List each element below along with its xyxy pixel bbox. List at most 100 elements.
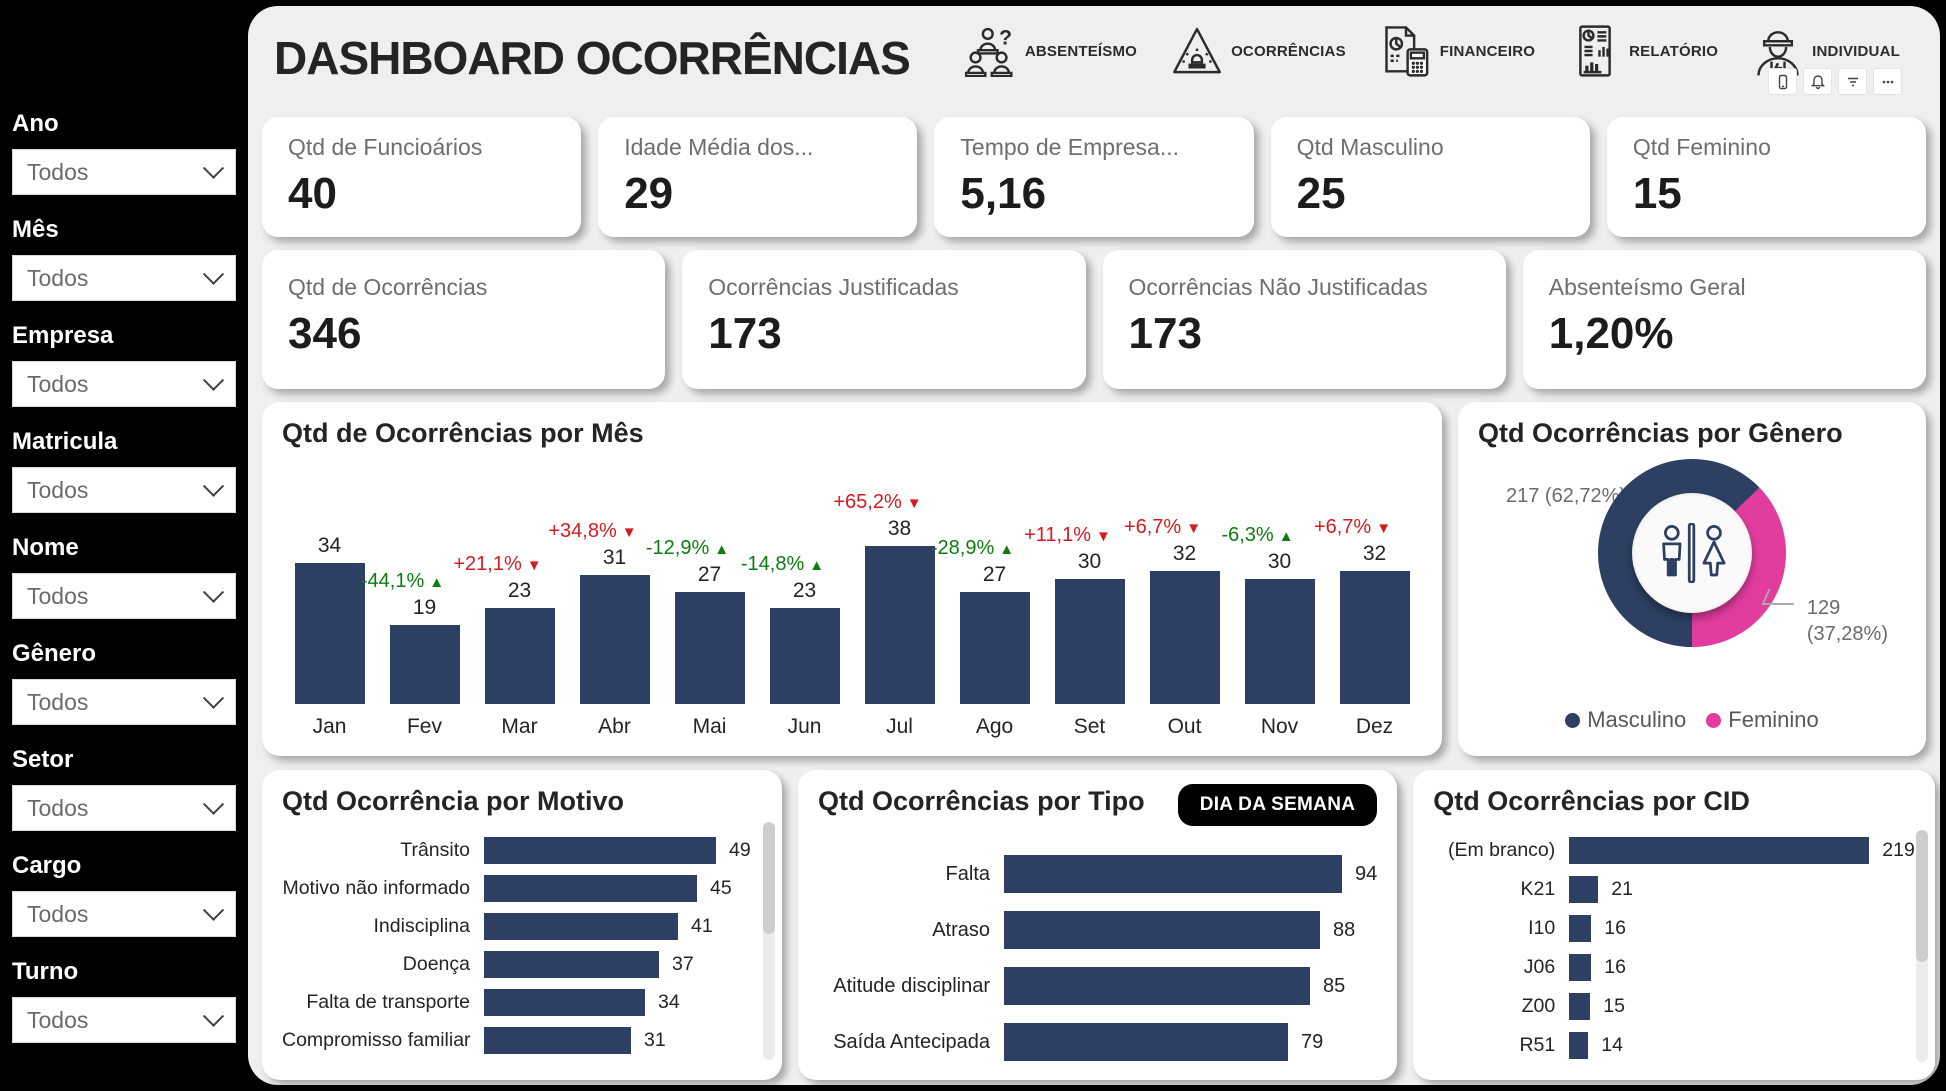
genero-dropdown[interactable]: Todos <box>12 679 236 725</box>
cargo-dropdown[interactable]: Todos <box>12 891 236 937</box>
filter-group-ano: Ano Todos <box>12 110 242 195</box>
bar[interactable] <box>389 625 460 704</box>
month-col-mar: +21,1% ▼ 23 Mar <box>453 451 567 739</box>
panel-ocorrencias-por-genero: Qtd Ocorrências por Gênero 217 (62,72%) <box>1458 402 1926 756</box>
delta-down-arrow-icon: ▼ <box>906 495 922 512</box>
kpi-label: Qtd de Funcioários <box>288 134 483 160</box>
matricula-dropdown[interactable]: Todos <box>12 467 236 513</box>
bar[interactable] <box>484 912 678 940</box>
chevron-down-icon <box>202 793 225 815</box>
bar[interactable] <box>1244 579 1315 704</box>
bar[interactable] <box>1004 911 1320 949</box>
bar[interactable] <box>1569 993 1591 1020</box>
category-label: J06 <box>1523 956 1556 978</box>
chevron-down-icon <box>202 687 225 709</box>
month-axis-label: Mai <box>692 715 727 738</box>
bar[interactable] <box>294 563 365 704</box>
bar[interactable] <box>1004 1023 1288 1061</box>
bar-value-label: 37 <box>672 952 694 975</box>
nav-absenteismo[interactable]: ? ABSENTEÍSMO <box>964 25 1137 77</box>
setor-dropdown[interactable]: Todos <box>12 785 236 831</box>
gender-donut-chart: 217 (62,72%) <box>1478 449 1906 701</box>
empresa-dropdown[interactable]: Todos <box>12 361 236 407</box>
category-label: I10 <box>1528 917 1556 939</box>
nav-ocorrencias[interactable]: OCORRÊNCIAS <box>1171 25 1346 77</box>
delta-label: +21,1% ▼ <box>453 553 542 575</box>
bar-row-falta: Falta 94 <box>818 846 1377 902</box>
bar[interactable] <box>484 874 697 902</box>
bar[interactable] <box>769 608 840 704</box>
motivo-bar-chart: Trânsito 49 Motivo não informado 45 Indiscip… <box>282 831 762 1059</box>
dropdown-value: Todos <box>27 370 89 397</box>
mes-dropdown[interactable]: Todos <box>12 255 236 301</box>
scrollbar-thumb[interactable] <box>763 822 775 934</box>
category-label: K21 <box>1520 878 1556 900</box>
bar[interactable] <box>484 608 555 704</box>
bar-value-label: 219 <box>1882 839 1915 861</box>
absenteeism-icon: ? <box>964 25 1017 77</box>
delta-up-arrow-icon: ▲ <box>1278 528 1294 545</box>
bar[interactable] <box>959 592 1030 704</box>
legend-feminino[interactable]: Feminino <box>1706 707 1819 733</box>
delta-down-arrow-icon: ▼ <box>1376 520 1392 537</box>
bar[interactable] <box>1569 876 1599 903</box>
more-options-icon[interactable] <box>1873 68 1902 95</box>
kpi-value: 173 <box>708 309 782 358</box>
filter-icon[interactable] <box>1838 68 1867 95</box>
bar[interactable] <box>1339 571 1410 704</box>
kpi-card-qtd-de-funcioarios: Qtd de Funcioários 40 <box>262 117 582 237</box>
category-label: Z00 <box>1521 995 1556 1017</box>
bar-value-label: 30 <box>1267 550 1292 573</box>
callout-leader-line <box>1761 589 1801 605</box>
phone-icon[interactable] <box>1768 68 1797 95</box>
bar-row-indisciplina: Indisciplina 41 <box>282 907 762 945</box>
filter-label-setor: Setor <box>12 746 74 773</box>
kpi-card-qtd-masculino: Qtd Masculino 25 <box>1270 117 1590 237</box>
panel-title: Qtd de Ocorrências por Mês <box>282 418 644 448</box>
bar[interactable] <box>1569 915 1592 942</box>
bar[interactable] <box>1054 579 1125 704</box>
scrollbar[interactable] <box>1915 830 1928 1062</box>
bar[interactable] <box>484 1026 631 1054</box>
turno-dropdown[interactable]: Todos <box>12 997 236 1043</box>
bar[interactable] <box>1569 1032 1589 1059</box>
delta-label: -6,3% ▲ <box>1221 524 1294 546</box>
donut-ring[interactable] <box>1598 459 1786 647</box>
filter-label-empresa: Empresa <box>12 322 114 349</box>
bar[interactable] <box>484 836 716 864</box>
bar[interactable] <box>484 988 645 1016</box>
bar[interactable] <box>1004 855 1342 893</box>
bar-row-falta-de-transporte: Falta de transporte 34 <box>282 983 762 1021</box>
panel-ocorrencias-por-tipo: Qtd Ocorrências por Tipo DIA DA SEMANA F… <box>798 770 1398 1080</box>
legend-masculino[interactable]: Masculino <box>1565 707 1686 733</box>
scrollbar-thumb[interactable] <box>1915 830 1928 963</box>
dropdown-value: Todos <box>27 582 89 609</box>
kpi-label: Tempo de Empresa... <box>960 134 1180 160</box>
bar[interactable] <box>864 546 935 704</box>
nav-relatorio[interactable]: RELATÓRIO <box>1569 25 1718 77</box>
notifications-icon[interactable] <box>1803 68 1832 95</box>
bar-row-doenca: Doença 37 <box>282 945 762 983</box>
panel-ocorrencias-por-mes: Qtd de Ocorrências por Mês 34 Jan -44,1% ▲ 1… <box>262 402 1442 756</box>
dia-da-semana-button[interactable]: DIA DA SEMANA <box>1177 784 1378 826</box>
scrollbar[interactable] <box>763 822 775 1060</box>
bar[interactable] <box>674 592 745 704</box>
nav-financeiro[interactable]: FINANCEIRO <box>1380 25 1535 77</box>
month-axis-label: Ago <box>975 715 1014 738</box>
bar[interactable] <box>1569 954 1592 981</box>
ano-dropdown[interactable]: Todos <box>12 149 236 195</box>
bar[interactable] <box>1149 571 1220 704</box>
nome-dropdown[interactable]: Todos <box>12 573 236 619</box>
filter-group-empresa: Empresa Todos <box>12 322 242 407</box>
bar[interactable] <box>484 950 659 978</box>
category-label: Doença <box>402 952 470 975</box>
bar-value-label: 23 <box>507 579 532 602</box>
bar-row-r51: R51 14 <box>1433 1026 1915 1065</box>
bar[interactable] <box>579 575 650 704</box>
month-axis-label: Jan <box>312 715 347 738</box>
filter-label-ano: Ano <box>12 110 59 137</box>
nav-individual[interactable]: INDIVIDUAL <box>1752 25 1900 77</box>
bar[interactable] <box>1569 837 1870 864</box>
bar-row-saida-antecipada: Saída Antecipada 79 <box>818 1014 1377 1070</box>
bar[interactable] <box>1004 967 1310 1005</box>
